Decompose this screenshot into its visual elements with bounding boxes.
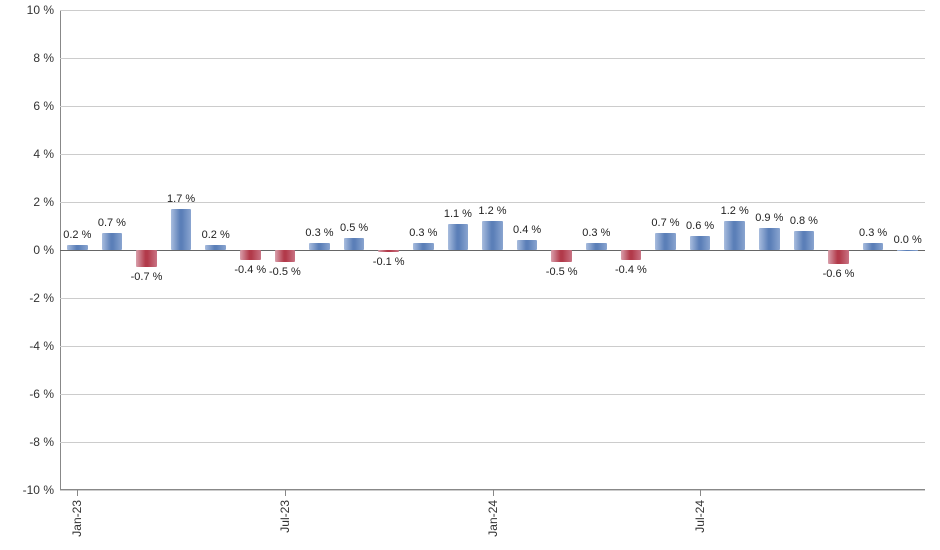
y-tick-label: -4 % <box>29 339 54 353</box>
bar <box>897 250 918 251</box>
monthly-percent-change-chart: -10 % -8 % -6 % -4 % -2 % 0 % 2 % 4 % 6 % 8 % 10 %… <box>0 0 940 550</box>
y-tick-label: -10 % <box>23 483 54 497</box>
y-tick-label: 10 % <box>27 3 54 17</box>
gridline <box>60 394 925 395</box>
bar <box>690 236 711 250</box>
bar-value-label: 0.6 % <box>686 220 714 232</box>
bar <box>67 245 88 250</box>
bar <box>102 233 123 250</box>
bar <box>240 250 261 260</box>
bar <box>517 240 538 250</box>
y-tick-label: 0 % <box>33 243 54 257</box>
bar <box>448 224 469 250</box>
bar-value-label: 0.8 % <box>790 215 818 227</box>
bar <box>724 221 745 250</box>
x-tick <box>285 490 286 496</box>
bar <box>205 245 226 250</box>
bar-value-label: -0.1 % <box>373 256 405 268</box>
bar-value-label: -0.7 % <box>131 271 163 283</box>
y-tick-label: -2 % <box>29 291 54 305</box>
bar-value-label: 0.3 % <box>305 227 333 239</box>
bar <box>759 228 780 250</box>
bar-value-label: 1.7 % <box>167 193 195 205</box>
gridline <box>60 346 925 347</box>
bar <box>413 243 434 250</box>
x-tick-label: Jan-24 <box>486 500 500 537</box>
gridline <box>60 154 925 155</box>
bar-value-label: 0.3 % <box>582 227 610 239</box>
bar <box>655 233 676 250</box>
bar-value-label: -0.4 % <box>615 264 647 276</box>
zero-gridline <box>60 250 925 251</box>
bar-value-label: -0.5 % <box>546 266 578 278</box>
bar-value-label: 1.1 % <box>444 208 472 220</box>
bar <box>344 238 365 250</box>
gridline <box>60 106 925 107</box>
bar-value-label: 0.5 % <box>340 222 368 234</box>
bar-value-label: -0.6 % <box>823 268 855 280</box>
gridline <box>60 10 925 11</box>
bar <box>275 250 296 262</box>
y-tick-label: -6 % <box>29 387 54 401</box>
bar <box>482 221 503 250</box>
bar <box>378 250 399 252</box>
bar-value-label: 0.7 % <box>98 217 126 229</box>
bar <box>136 250 157 267</box>
bar <box>621 250 642 260</box>
bar-value-label: 1.2 % <box>721 205 749 217</box>
bar-value-label: 1.2 % <box>478 205 506 217</box>
plot-area: -10 %-8 %-6 %-4 %-2 %0 %2 %4 %6 %8 %10 %… <box>60 10 925 490</box>
bar <box>828 250 849 264</box>
bar-value-label: 0.9 % <box>755 212 783 224</box>
bar-value-label: -0.5 % <box>269 266 301 278</box>
x-tick <box>493 490 494 496</box>
bar <box>309 243 330 250</box>
x-tick-label: Jul-23 <box>278 500 292 533</box>
bar <box>794 231 815 250</box>
y-tick-label: 4 % <box>33 147 54 161</box>
bar <box>586 243 607 250</box>
bar-value-label: 0.2 % <box>63 229 91 241</box>
y-tick-label: 2 % <box>33 195 54 209</box>
bar-value-label: 0.7 % <box>651 217 679 229</box>
bar-value-label: 0.2 % <box>202 229 230 241</box>
gridline <box>60 442 925 443</box>
bar <box>171 209 192 250</box>
x-tick <box>77 490 78 496</box>
bar-value-label: 0.4 % <box>513 224 541 236</box>
bar-value-label: 0.0 % <box>894 234 922 246</box>
x-tick-label: Jan-23 <box>70 500 84 537</box>
y-tick-label: -8 % <box>29 435 54 449</box>
gridline <box>60 298 925 299</box>
y-tick-label: 6 % <box>33 99 54 113</box>
bar-value-label: 0.3 % <box>409 227 437 239</box>
x-tick <box>700 490 701 496</box>
y-tick-label: 8 % <box>33 51 54 65</box>
x-tick-label: Jul-24 <box>693 500 707 533</box>
bar <box>863 243 884 250</box>
bar-value-label: 0.3 % <box>859 227 887 239</box>
gridline <box>60 58 925 59</box>
bar <box>551 250 572 262</box>
bar-value-label: -0.4 % <box>234 264 266 276</box>
